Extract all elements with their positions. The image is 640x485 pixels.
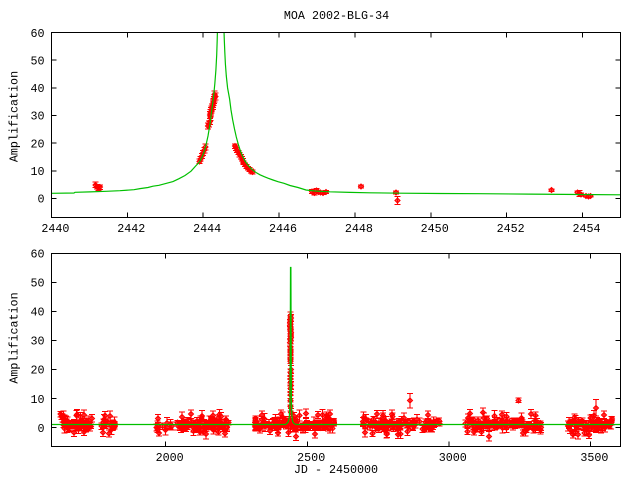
svg-text:3000: 3000 [439,451,467,465]
svg-text:Amplification: Amplification [8,71,22,162]
svg-text:2446: 2446 [269,222,297,236]
svg-text:2454: 2454 [572,222,600,236]
svg-text:2442: 2442 [117,222,145,236]
svg-text:10: 10 [30,165,44,179]
svg-text:2444: 2444 [193,222,221,236]
svg-text:2440: 2440 [41,222,69,236]
svg-text:JD - 2450000: JD - 2450000 [294,463,378,477]
svg-text:20: 20 [30,364,44,378]
svg-text:60: 60 [30,248,44,262]
svg-text:2452: 2452 [497,222,525,236]
svg-text:2000: 2000 [156,451,184,465]
svg-text:2500: 2500 [297,451,325,465]
svg-text:0: 0 [37,422,44,436]
svg-text:40: 40 [30,306,44,320]
svg-text:Amplification: Amplification [8,292,22,383]
svg-text:MOA 2002-BLG-34: MOA 2002-BLG-34 [284,9,389,23]
svg-text:20: 20 [30,137,44,151]
svg-text:3500: 3500 [580,451,608,465]
svg-text:2450: 2450 [421,222,449,236]
svg-text:50: 50 [30,54,44,68]
svg-text:40: 40 [30,82,44,96]
svg-text:60: 60 [30,27,44,41]
svg-text:0: 0 [37,193,44,207]
svg-text:2448: 2448 [345,222,373,236]
svg-text:30: 30 [30,110,44,124]
svg-text:10: 10 [30,393,44,407]
svg-text:30: 30 [30,335,44,349]
svg-text:50: 50 [30,277,44,291]
